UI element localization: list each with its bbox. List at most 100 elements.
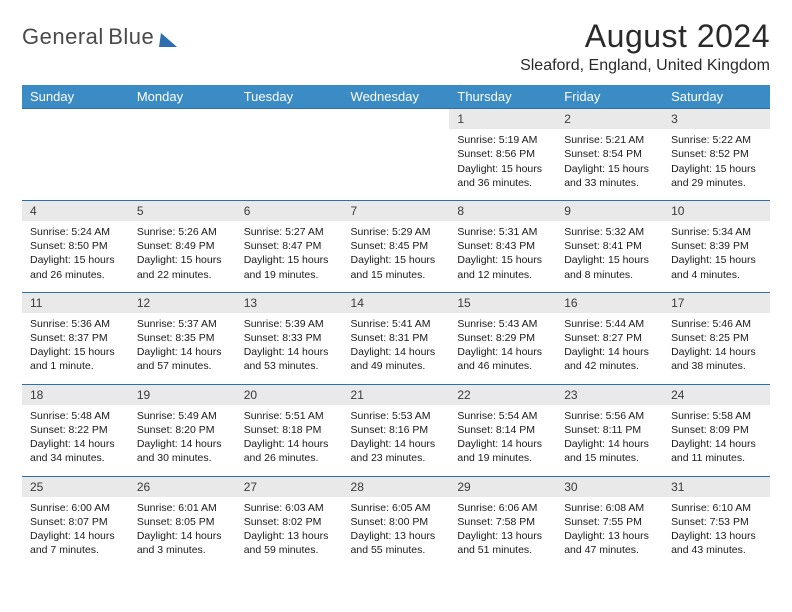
day-number-row: 25262728293031 [22,476,770,497]
day-number-cell: 21 [343,384,450,405]
sunset-text: Sunset: 8:27 PM [564,331,655,345]
sunset-text: Sunset: 8:05 PM [137,515,228,529]
daylight-text: Daylight: 15 hours and 22 minutes. [137,253,228,281]
day-info-cell: Sunrise: 5:22 AMSunset: 8:52 PMDaylight:… [663,129,770,200]
day-info-cell: Sunrise: 6:05 AMSunset: 8:00 PMDaylight:… [343,497,450,568]
day-number-cell: 7 [343,200,450,221]
day-info-cell: Sunrise: 5:26 AMSunset: 8:49 PMDaylight:… [129,221,236,292]
day-number-cell: 12 [129,292,236,313]
sunset-text: Sunset: 8:00 PM [351,515,442,529]
daylight-text: Daylight: 13 hours and 43 minutes. [671,529,762,557]
day-number-cell [343,109,450,130]
logo-line2: Blue [108,24,154,49]
weekday-header-row: SundayMondayTuesdayWednesdayThursdayFrid… [22,85,770,109]
day-info-cell: Sunrise: 5:36 AMSunset: 8:37 PMDaylight:… [22,313,129,384]
day-number-cell: 30 [556,476,663,497]
day-number-cell: 14 [343,292,450,313]
daylight-text: Daylight: 15 hours and 29 minutes. [671,162,762,190]
sunset-text: Sunset: 7:53 PM [671,515,762,529]
day-number-cell: 17 [663,292,770,313]
day-info-cell: Sunrise: 6:08 AMSunset: 7:55 PMDaylight:… [556,497,663,568]
day-number-cell: 1 [449,109,556,130]
day-info-cell: Sunrise: 5:48 AMSunset: 8:22 PMDaylight:… [22,405,129,476]
day-number-cell: 28 [343,476,450,497]
daylight-text: Daylight: 15 hours and 36 minutes. [457,162,548,190]
daylight-text: Daylight: 13 hours and 51 minutes. [457,529,548,557]
day-number-cell: 23 [556,384,663,405]
day-info-cell: Sunrise: 5:54 AMSunset: 8:14 PMDaylight:… [449,405,556,476]
sunrise-text: Sunrise: 5:48 AM [30,409,121,423]
sunrise-text: Sunrise: 5:56 AM [564,409,655,423]
day-info-cell: Sunrise: 5:41 AMSunset: 8:31 PMDaylight:… [343,313,450,384]
daylight-text: Daylight: 14 hours and 3 minutes. [137,529,228,557]
sunset-text: Sunset: 8:11 PM [564,423,655,437]
daylight-text: Daylight: 15 hours and 1 minute. [30,345,121,373]
logo: General Blue [22,26,178,48]
daylight-text: Daylight: 15 hours and 33 minutes. [564,162,655,190]
daylight-text: Daylight: 14 hours and 46 minutes. [457,345,548,373]
sunrise-text: Sunrise: 5:37 AM [137,317,228,331]
daylight-text: Daylight: 14 hours and 42 minutes. [564,345,655,373]
daylight-text: Daylight: 15 hours and 15 minutes. [351,253,442,281]
day-number-cell: 8 [449,200,556,221]
day-info-cell: Sunrise: 5:43 AMSunset: 8:29 PMDaylight:… [449,313,556,384]
sunrise-text: Sunrise: 5:51 AM [244,409,335,423]
weekday-header: Thursday [449,85,556,109]
sunset-text: Sunset: 8:16 PM [351,423,442,437]
sunrise-text: Sunrise: 6:10 AM [671,501,762,515]
day-number-cell: 27 [236,476,343,497]
sunset-text: Sunset: 8:50 PM [30,239,121,253]
sunset-text: Sunset: 8:09 PM [671,423,762,437]
day-number-cell: 13 [236,292,343,313]
day-info-cell: Sunrise: 5:19 AMSunset: 8:56 PMDaylight:… [449,129,556,200]
sunrise-text: Sunrise: 5:29 AM [351,225,442,239]
day-info-cell [129,129,236,200]
sunrise-text: Sunrise: 5:22 AM [671,133,762,147]
weekday-header: Wednesday [343,85,450,109]
sunset-text: Sunset: 8:43 PM [457,239,548,253]
sunset-text: Sunset: 8:14 PM [457,423,548,437]
sunrise-text: Sunrise: 5:41 AM [351,317,442,331]
day-number-cell: 26 [129,476,236,497]
sunrise-text: Sunrise: 5:26 AM [137,225,228,239]
sunset-text: Sunset: 8:39 PM [671,239,762,253]
day-number-cell: 9 [556,200,663,221]
sunrise-text: Sunrise: 5:24 AM [30,225,121,239]
sunrise-text: Sunrise: 5:54 AM [457,409,548,423]
daylight-text: Daylight: 14 hours and 23 minutes. [351,437,442,465]
day-number-row: 123 [22,109,770,130]
daylight-text: Daylight: 14 hours and 19 minutes. [457,437,548,465]
header: General Blue August 2024 Sleaford, Engla… [22,18,770,75]
day-info-cell: Sunrise: 6:03 AMSunset: 8:02 PMDaylight:… [236,497,343,568]
day-info-cell: Sunrise: 5:49 AMSunset: 8:20 PMDaylight:… [129,405,236,476]
weekday-header: Sunday [22,85,129,109]
sunset-text: Sunset: 8:07 PM [30,515,121,529]
day-info-cell: Sunrise: 5:46 AMSunset: 8:25 PMDaylight:… [663,313,770,384]
day-number-cell: 3 [663,109,770,130]
day-info-cell [22,129,129,200]
sunset-text: Sunset: 8:45 PM [351,239,442,253]
sunset-text: Sunset: 8:18 PM [244,423,335,437]
day-number-cell: 29 [449,476,556,497]
sunset-text: Sunset: 8:47 PM [244,239,335,253]
day-info-cell: Sunrise: 5:39 AMSunset: 8:33 PMDaylight:… [236,313,343,384]
day-info-cell: Sunrise: 5:21 AMSunset: 8:54 PMDaylight:… [556,129,663,200]
sunset-text: Sunset: 8:29 PM [457,331,548,345]
day-number-cell: 6 [236,200,343,221]
sunset-text: Sunset: 8:25 PM [671,331,762,345]
month-title: August 2024 [520,18,770,55]
day-number-cell: 31 [663,476,770,497]
day-info-cell: Sunrise: 5:24 AMSunset: 8:50 PMDaylight:… [22,221,129,292]
sunset-text: Sunset: 8:49 PM [137,239,228,253]
logo-line1: General [22,24,104,49]
day-info-cell [236,129,343,200]
daylight-text: Daylight: 15 hours and 12 minutes. [457,253,548,281]
weekday-header: Monday [129,85,236,109]
day-info-cell: Sunrise: 5:56 AMSunset: 8:11 PMDaylight:… [556,405,663,476]
sunset-text: Sunset: 7:55 PM [564,515,655,529]
day-number-cell: 19 [129,384,236,405]
daylight-text: Daylight: 14 hours and 30 minutes. [137,437,228,465]
sunrise-text: Sunrise: 6:00 AM [30,501,121,515]
daylight-text: Daylight: 15 hours and 26 minutes. [30,253,121,281]
daylight-text: Daylight: 14 hours and 15 minutes. [564,437,655,465]
